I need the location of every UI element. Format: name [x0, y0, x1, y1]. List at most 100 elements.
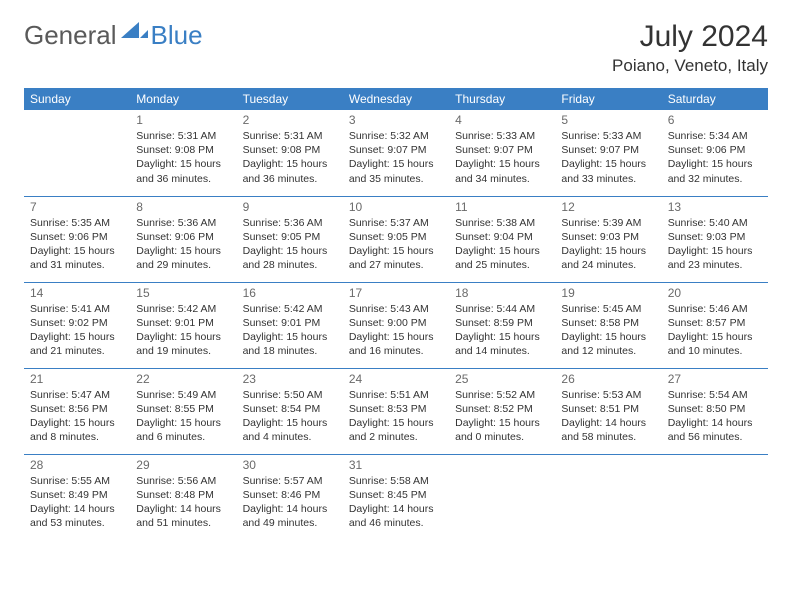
day-number: 17	[349, 286, 443, 300]
day-info: Sunrise: 5:53 AMSunset: 8:51 PMDaylight:…	[561, 388, 655, 445]
day-number: 21	[30, 372, 124, 386]
day-info: Sunrise: 5:45 AMSunset: 8:58 PMDaylight:…	[561, 302, 655, 359]
day-number: 27	[668, 372, 762, 386]
logo-text-blue: Blue	[151, 20, 203, 51]
day-number: 29	[136, 458, 230, 472]
calendar-day-cell: 20 Sunrise: 5:46 AMSunset: 8:57 PMDayligh…	[662, 282, 768, 368]
day-info: Sunrise: 5:36 AMSunset: 9:06 PMDaylight:…	[136, 216, 230, 273]
weekday-header: Tuesday	[237, 88, 343, 110]
day-number: 12	[561, 200, 655, 214]
day-number: 31	[349, 458, 443, 472]
calendar-day-cell: 29 Sunrise: 5:56 AMSunset: 8:48 PMDayligh…	[130, 454, 236, 540]
calendar-day-cell: 14 Sunrise: 5:41 AMSunset: 9:02 PMDayligh…	[24, 282, 130, 368]
calendar-day-cell: 5 Sunrise: 5:33 AMSunset: 9:07 PMDaylight…	[555, 110, 661, 196]
day-number: 16	[243, 286, 337, 300]
calendar-day-cell	[449, 454, 555, 540]
weekday-header: Sunday	[24, 88, 130, 110]
calendar-day-cell: 16 Sunrise: 5:42 AMSunset: 9:01 PMDayligh…	[237, 282, 343, 368]
day-number: 25	[455, 372, 549, 386]
title-block: July 2024 Poiano, Veneto, Italy	[612, 20, 768, 76]
day-info: Sunrise: 5:35 AMSunset: 9:06 PMDaylight:…	[30, 216, 124, 273]
weekday-header-row: Sunday Monday Tuesday Wednesday Thursday…	[24, 88, 768, 110]
calendar-day-cell: 21 Sunrise: 5:47 AMSunset: 8:56 PMDayligh…	[24, 368, 130, 454]
day-info: Sunrise: 5:36 AMSunset: 9:05 PMDaylight:…	[243, 216, 337, 273]
day-info: Sunrise: 5:55 AMSunset: 8:49 PMDaylight:…	[30, 474, 124, 531]
calendar-day-cell: 30Sunrise: 5:57 AMSunset: 8:46 PMDayligh…	[237, 454, 343, 540]
day-number: 23	[243, 372, 337, 386]
calendar-day-cell: 25Sunrise: 5:52 AMSunset: 8:52 PMDayligh…	[449, 368, 555, 454]
calendar-week-row: 28 Sunrise: 5:55 AMSunset: 8:49 PMDayligh…	[24, 454, 768, 540]
calendar-day-cell: 4 Sunrise: 5:33 AMSunset: 9:07 PMDaylight…	[449, 110, 555, 196]
calendar-day-cell: 31 Sunrise: 5:58 AMSunset: 8:45 PMDayligh…	[343, 454, 449, 540]
day-info: Sunrise: 5:31 AMSunset: 9:08 PMDaylight:…	[243, 129, 337, 186]
day-info: Sunrise: 5:42 AMSunset: 9:01 PMDaylight:…	[136, 302, 230, 359]
calendar-day-cell: 9 Sunrise: 5:36 AMSunset: 9:05 PMDaylight…	[237, 196, 343, 282]
header: General Blue July 2024 Poiano, Veneto, I…	[24, 20, 768, 76]
calendar-day-cell: 13Sunrise: 5:40 AMSunset: 9:03 PMDayligh…	[662, 196, 768, 282]
day-info: Sunrise: 5:38 AMSunset: 9:04 PMDaylight:…	[455, 216, 549, 273]
day-number: 14	[30, 286, 124, 300]
day-number: 5	[561, 113, 655, 127]
day-info: Sunrise: 5:39 AMSunset: 9:03 PMDaylight:…	[561, 216, 655, 273]
day-info: Sunrise: 5:31 AMSunset: 9:08 PMDaylight:…	[136, 129, 230, 186]
month-title: July 2024	[612, 20, 768, 54]
calendar-table: Sunday Monday Tuesday Wednesday Thursday…	[24, 88, 768, 540]
weekday-header: Saturday	[662, 88, 768, 110]
calendar-day-cell: 7Sunrise: 5:35 AMSunset: 9:06 PMDaylight…	[24, 196, 130, 282]
day-info: Sunrise: 5:34 AMSunset: 9:06 PMDaylight:…	[668, 129, 762, 186]
calendar-day-cell	[662, 454, 768, 540]
calendar-day-cell: 15 Sunrise: 5:42 AMSunset: 9:01 PMDayligh…	[130, 282, 236, 368]
day-number: 28	[30, 458, 124, 472]
day-number: 8	[136, 200, 230, 214]
calendar-day-cell: 8 Sunrise: 5:36 AMSunset: 9:06 PMDaylight…	[130, 196, 236, 282]
day-info: Sunrise: 5:33 AMSunset: 9:07 PMDaylight:…	[561, 129, 655, 186]
calendar-day-cell: 6Sunrise: 5:34 AMSunset: 9:06 PMDaylight…	[662, 110, 768, 196]
calendar-day-cell: 27 Sunrise: 5:54 AMSunset: 8:50 PMDayligh…	[662, 368, 768, 454]
day-number: 1	[136, 113, 230, 127]
day-number: 20	[668, 286, 762, 300]
day-info: Sunrise: 5:50 AMSunset: 8:54 PMDaylight:…	[243, 388, 337, 445]
day-info: Sunrise: 5:42 AMSunset: 9:01 PMDaylight:…	[243, 302, 337, 359]
day-number: 22	[136, 372, 230, 386]
day-number: 26	[561, 372, 655, 386]
day-info: Sunrise: 5:33 AMSunset: 9:07 PMDaylight:…	[455, 129, 549, 186]
day-number: 9	[243, 200, 337, 214]
day-info: Sunrise: 5:47 AMSunset: 8:56 PMDaylight:…	[30, 388, 124, 445]
day-number: 13	[668, 200, 762, 214]
day-number: 15	[136, 286, 230, 300]
logo-text-general: General	[24, 20, 117, 51]
calendar-day-cell: 10Sunrise: 5:37 AMSunset: 9:05 PMDayligh…	[343, 196, 449, 282]
calendar-day-cell: 26 Sunrise: 5:53 AMSunset: 8:51 PMDayligh…	[555, 368, 661, 454]
day-info: Sunrise: 5:58 AMSunset: 8:45 PMDaylight:…	[349, 474, 443, 531]
calendar-day-cell: 12 Sunrise: 5:39 AMSunset: 9:03 PMDayligh…	[555, 196, 661, 282]
calendar-day-cell: 28 Sunrise: 5:55 AMSunset: 8:49 PMDayligh…	[24, 454, 130, 540]
day-number: 4	[455, 113, 549, 127]
calendar-day-cell: 19Sunrise: 5:45 AMSunset: 8:58 PMDayligh…	[555, 282, 661, 368]
day-number: 11	[455, 200, 549, 214]
weekday-header: Wednesday	[343, 88, 449, 110]
day-info: Sunrise: 5:56 AMSunset: 8:48 PMDaylight:…	[136, 474, 230, 531]
day-info: Sunrise: 5:46 AMSunset: 8:57 PMDaylight:…	[668, 302, 762, 359]
day-info: Sunrise: 5:57 AMSunset: 8:46 PMDaylight:…	[243, 474, 337, 531]
day-number: 3	[349, 113, 443, 127]
day-number: 24	[349, 372, 443, 386]
calendar-day-cell: 18Sunrise: 5:44 AMSunset: 8:59 PMDayligh…	[449, 282, 555, 368]
calendar-week-row: 14 Sunrise: 5:41 AMSunset: 9:02 PMDayligh…	[24, 282, 768, 368]
day-info: Sunrise: 5:41 AMSunset: 9:02 PMDaylight:…	[30, 302, 124, 359]
calendar-day-cell	[555, 454, 661, 540]
calendar-day-cell: 17Sunrise: 5:43 AMSunset: 9:00 PMDayligh…	[343, 282, 449, 368]
day-info: Sunrise: 5:51 AMSunset: 8:53 PMDaylight:…	[349, 388, 443, 445]
calendar-week-row: 21 Sunrise: 5:47 AMSunset: 8:56 PMDayligh…	[24, 368, 768, 454]
calendar-week-row: 1 Sunrise: 5:31 AMSunset: 9:08 PMDaylight…	[24, 110, 768, 196]
calendar-day-cell	[24, 110, 130, 196]
calendar-day-cell: 23 Sunrise: 5:50 AMSunset: 8:54 PMDayligh…	[237, 368, 343, 454]
calendar-day-cell: 11 Sunrise: 5:38 AMSunset: 9:04 PMDayligh…	[449, 196, 555, 282]
day-info: Sunrise: 5:54 AMSunset: 8:50 PMDaylight:…	[668, 388, 762, 445]
day-number: 18	[455, 286, 549, 300]
logo: General Blue	[24, 20, 203, 51]
calendar-day-cell: 3 Sunrise: 5:32 AMSunset: 9:07 PMDaylight…	[343, 110, 449, 196]
logo-triangle-icon	[121, 20, 149, 45]
day-number: 10	[349, 200, 443, 214]
weekday-header: Friday	[555, 88, 661, 110]
day-info: Sunrise: 5:32 AMSunset: 9:07 PMDaylight:…	[349, 129, 443, 186]
